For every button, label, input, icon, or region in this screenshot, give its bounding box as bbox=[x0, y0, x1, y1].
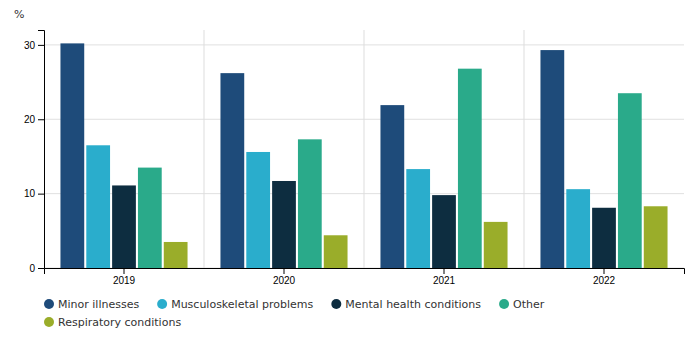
chart-container: 01020302019202020212022%Minor illnessesM… bbox=[0, 0, 700, 342]
bar bbox=[432, 195, 456, 268]
group-separator bbox=[364, 30, 365, 268]
tick: 10 bbox=[24, 188, 44, 199]
tick: 2021 bbox=[433, 268, 456, 286]
tick-label: 2021 bbox=[433, 275, 456, 286]
legend-marker bbox=[157, 299, 167, 309]
legend-marker bbox=[331, 299, 341, 309]
tick-label: 20 bbox=[24, 114, 36, 125]
tick: 2019 bbox=[113, 268, 136, 286]
bar-series bbox=[112, 181, 616, 268]
axis-line bbox=[45, 269, 685, 275]
tick-label: 10 bbox=[24, 188, 36, 199]
bar bbox=[220, 73, 244, 268]
bar bbox=[164, 242, 188, 268]
tick-mark bbox=[284, 268, 285, 274]
bar bbox=[540, 50, 564, 268]
chart: 01020302019202020212022%Minor illnessesM… bbox=[0, 0, 700, 342]
bar bbox=[406, 169, 430, 268]
bar bbox=[272, 181, 296, 268]
tick-label: 0 bbox=[29, 263, 35, 274]
legend-marker bbox=[499, 299, 509, 309]
tick: 2020 bbox=[273, 268, 296, 286]
marks bbox=[60, 30, 667, 268]
axis-label: % bbox=[14, 8, 24, 21]
legend-marker bbox=[44, 317, 54, 327]
bar bbox=[644, 206, 668, 268]
bar bbox=[60, 43, 84, 268]
bar-series bbox=[138, 69, 642, 268]
bar bbox=[324, 235, 348, 268]
tick-mark bbox=[38, 268, 44, 269]
bar-series bbox=[60, 43, 564, 268]
legend-label: Musculoskeletal problems bbox=[171, 298, 313, 311]
tick-mark bbox=[444, 268, 445, 274]
bar bbox=[246, 152, 270, 268]
tick: 2022 bbox=[593, 268, 616, 286]
tick: 20 bbox=[24, 114, 44, 125]
legend-item: Musculoskeletal problems bbox=[157, 298, 313, 311]
legend-label: Mental health conditions bbox=[345, 298, 481, 311]
tick-mark bbox=[38, 119, 44, 120]
tick: 0 bbox=[29, 263, 44, 274]
bar bbox=[138, 168, 162, 268]
bar bbox=[484, 222, 508, 268]
group-separator bbox=[524, 30, 525, 268]
legend: Minor illnesses Musculoskeletal problems M… bbox=[44, 298, 545, 329]
y-axis: 0 10 20 30 bbox=[24, 31, 45, 274]
tick-mark bbox=[124, 268, 125, 274]
legend-label: Other bbox=[513, 298, 545, 311]
legend-item: Respiratory conditions bbox=[44, 316, 181, 329]
group-separator bbox=[204, 30, 205, 268]
bar bbox=[592, 208, 616, 268]
bar bbox=[112, 185, 136, 268]
tick-mark bbox=[38, 194, 44, 195]
bar bbox=[86, 145, 110, 268]
legend-item: Other bbox=[499, 298, 545, 311]
bar bbox=[298, 139, 322, 268]
bar-series bbox=[164, 206, 668, 268]
tick-label: 30 bbox=[24, 40, 36, 51]
tick-label: 2022 bbox=[593, 275, 616, 286]
axis-line bbox=[38, 31, 45, 269]
legend-item: Mental health conditions bbox=[331, 298, 481, 311]
bar bbox=[380, 105, 404, 268]
bar bbox=[618, 93, 642, 268]
bar-series bbox=[86, 145, 590, 268]
tick-label: 2020 bbox=[273, 275, 296, 286]
x-axis: 2019 2020 2021 2022 bbox=[45, 268, 685, 286]
tick-label: 2019 bbox=[113, 275, 136, 286]
bar bbox=[458, 69, 482, 268]
bar bbox=[566, 189, 590, 268]
legend-item: Minor illnesses bbox=[44, 298, 139, 311]
legend-label: Minor illnesses bbox=[58, 298, 139, 311]
legend-label: Respiratory conditions bbox=[58, 316, 181, 329]
tick-mark bbox=[38, 45, 44, 46]
plot-area: 0 10 20 30 2019 2020 2021 2022 bbox=[24, 30, 685, 286]
legend-marker bbox=[44, 299, 54, 309]
tick-mark bbox=[604, 268, 605, 274]
tick: 30 bbox=[24, 40, 44, 51]
